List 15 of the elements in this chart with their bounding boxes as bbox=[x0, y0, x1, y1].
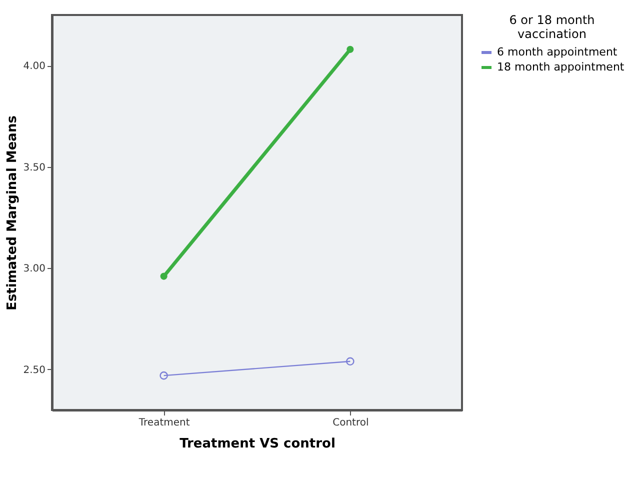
y-tick-label: 2.50 bbox=[23, 364, 46, 376]
x-axis-title: Treatment VS control bbox=[180, 436, 336, 452]
y-tick-label: 3.50 bbox=[23, 162, 46, 174]
y-axis-title: Estimated Marginal Means bbox=[5, 115, 20, 310]
legend-title: 6 or 18 month vaccination bbox=[509, 13, 595, 41]
legend-label: 6 month appointment bbox=[497, 46, 618, 58]
point bbox=[346, 357, 354, 366]
y-tick-label: 3.00 bbox=[23, 264, 46, 275]
x-tick-label: Treatment bbox=[138, 418, 190, 428]
x-tick-label: Control bbox=[332, 418, 369, 428]
y-tick-label: 4.00 bbox=[23, 61, 46, 72]
legend-label: 18 month appointment bbox=[497, 60, 625, 74]
point bbox=[160, 371, 168, 380]
point bbox=[160, 272, 168, 280]
point bbox=[346, 46, 354, 53]
